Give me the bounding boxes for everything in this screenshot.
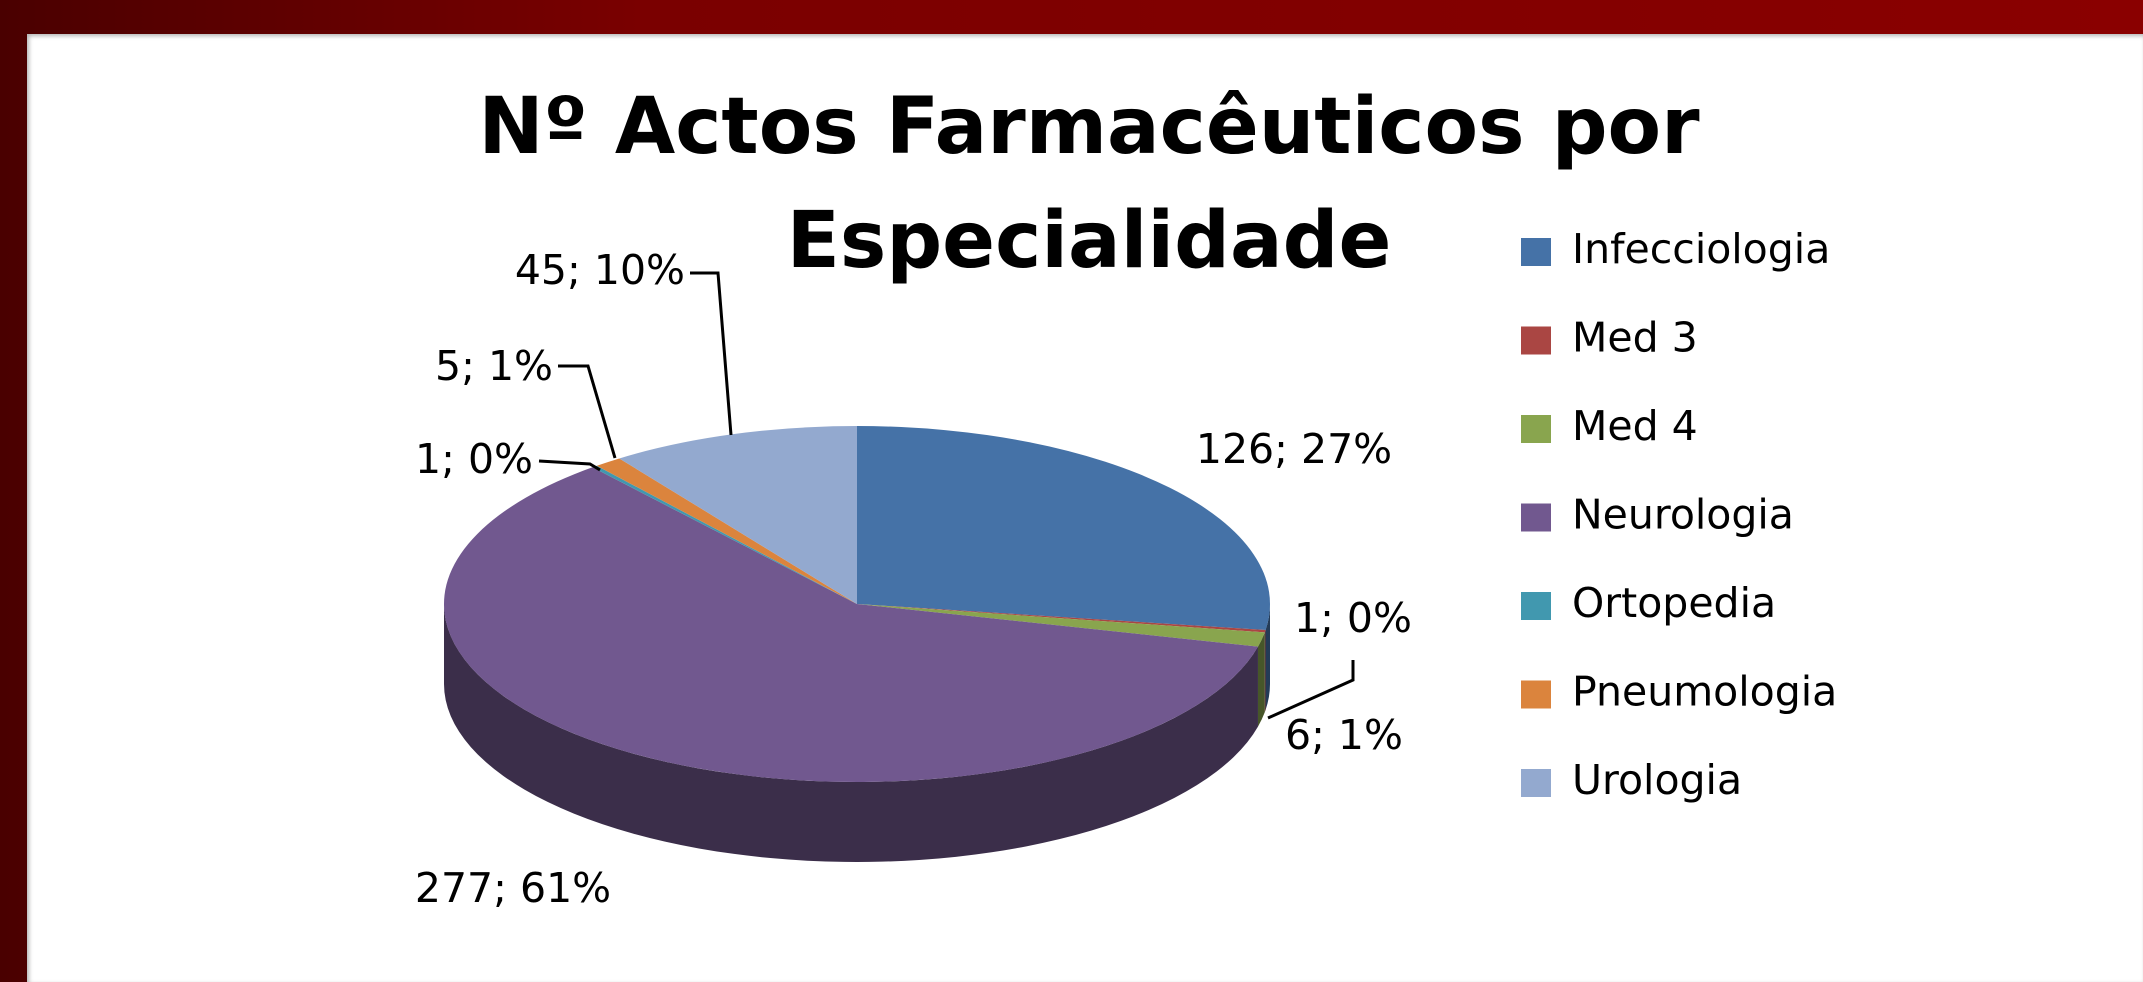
data-label: 277; 61% bbox=[415, 864, 611, 912]
slice-side bbox=[444, 604, 1258, 862]
legend-label: Ortopedia bbox=[1572, 579, 1776, 627]
leader-line bbox=[1267, 660, 1355, 720]
slice bbox=[857, 426, 1270, 630]
legend-label: Infecciologia bbox=[1572, 225, 1830, 273]
data-label: 5; 1% bbox=[435, 342, 553, 390]
leader-line bbox=[690, 271, 733, 436]
slice-side bbox=[1257, 632, 1265, 727]
leader-line bbox=[538, 459, 601, 472]
slice-side bbox=[1264, 629, 1266, 713]
slice-side bbox=[1265, 604, 1270, 710]
data-label: 45; 10% bbox=[515, 246, 685, 294]
legend-swatch bbox=[1521, 503, 1551, 532]
legend-label: Pneumologia bbox=[1572, 668, 1837, 716]
leader-line bbox=[558, 364, 617, 459]
slice bbox=[619, 426, 857, 604]
legend-label: Med 4 bbox=[1572, 402, 1698, 450]
legend-swatch bbox=[1521, 680, 1551, 709]
legend-swatch bbox=[1521, 592, 1551, 620]
legend-swatch bbox=[1521, 415, 1551, 443]
legend-label: Urologia bbox=[1572, 756, 1742, 804]
data-label: 126; 27% bbox=[1196, 425, 1392, 473]
data-label: 1; 0% bbox=[1294, 594, 1412, 642]
legend-swatch bbox=[1521, 769, 1551, 797]
data-label: 6; 1% bbox=[1285, 711, 1403, 759]
slice bbox=[857, 604, 1265, 647]
chart-title: Nº Actos Farmacêuticos por Especialidade bbox=[478, 82, 1700, 286]
legend-swatch bbox=[1521, 238, 1551, 266]
legend-label: Neurologia bbox=[1572, 491, 1794, 539]
legend-label: Med 3 bbox=[1572, 314, 1698, 362]
slice bbox=[596, 458, 857, 604]
slice bbox=[592, 465, 857, 604]
slice bbox=[443, 467, 1258, 782]
slice bbox=[857, 604, 1266, 633]
data-label: 1; 0% bbox=[415, 435, 533, 483]
legend-swatch bbox=[1521, 326, 1551, 355]
